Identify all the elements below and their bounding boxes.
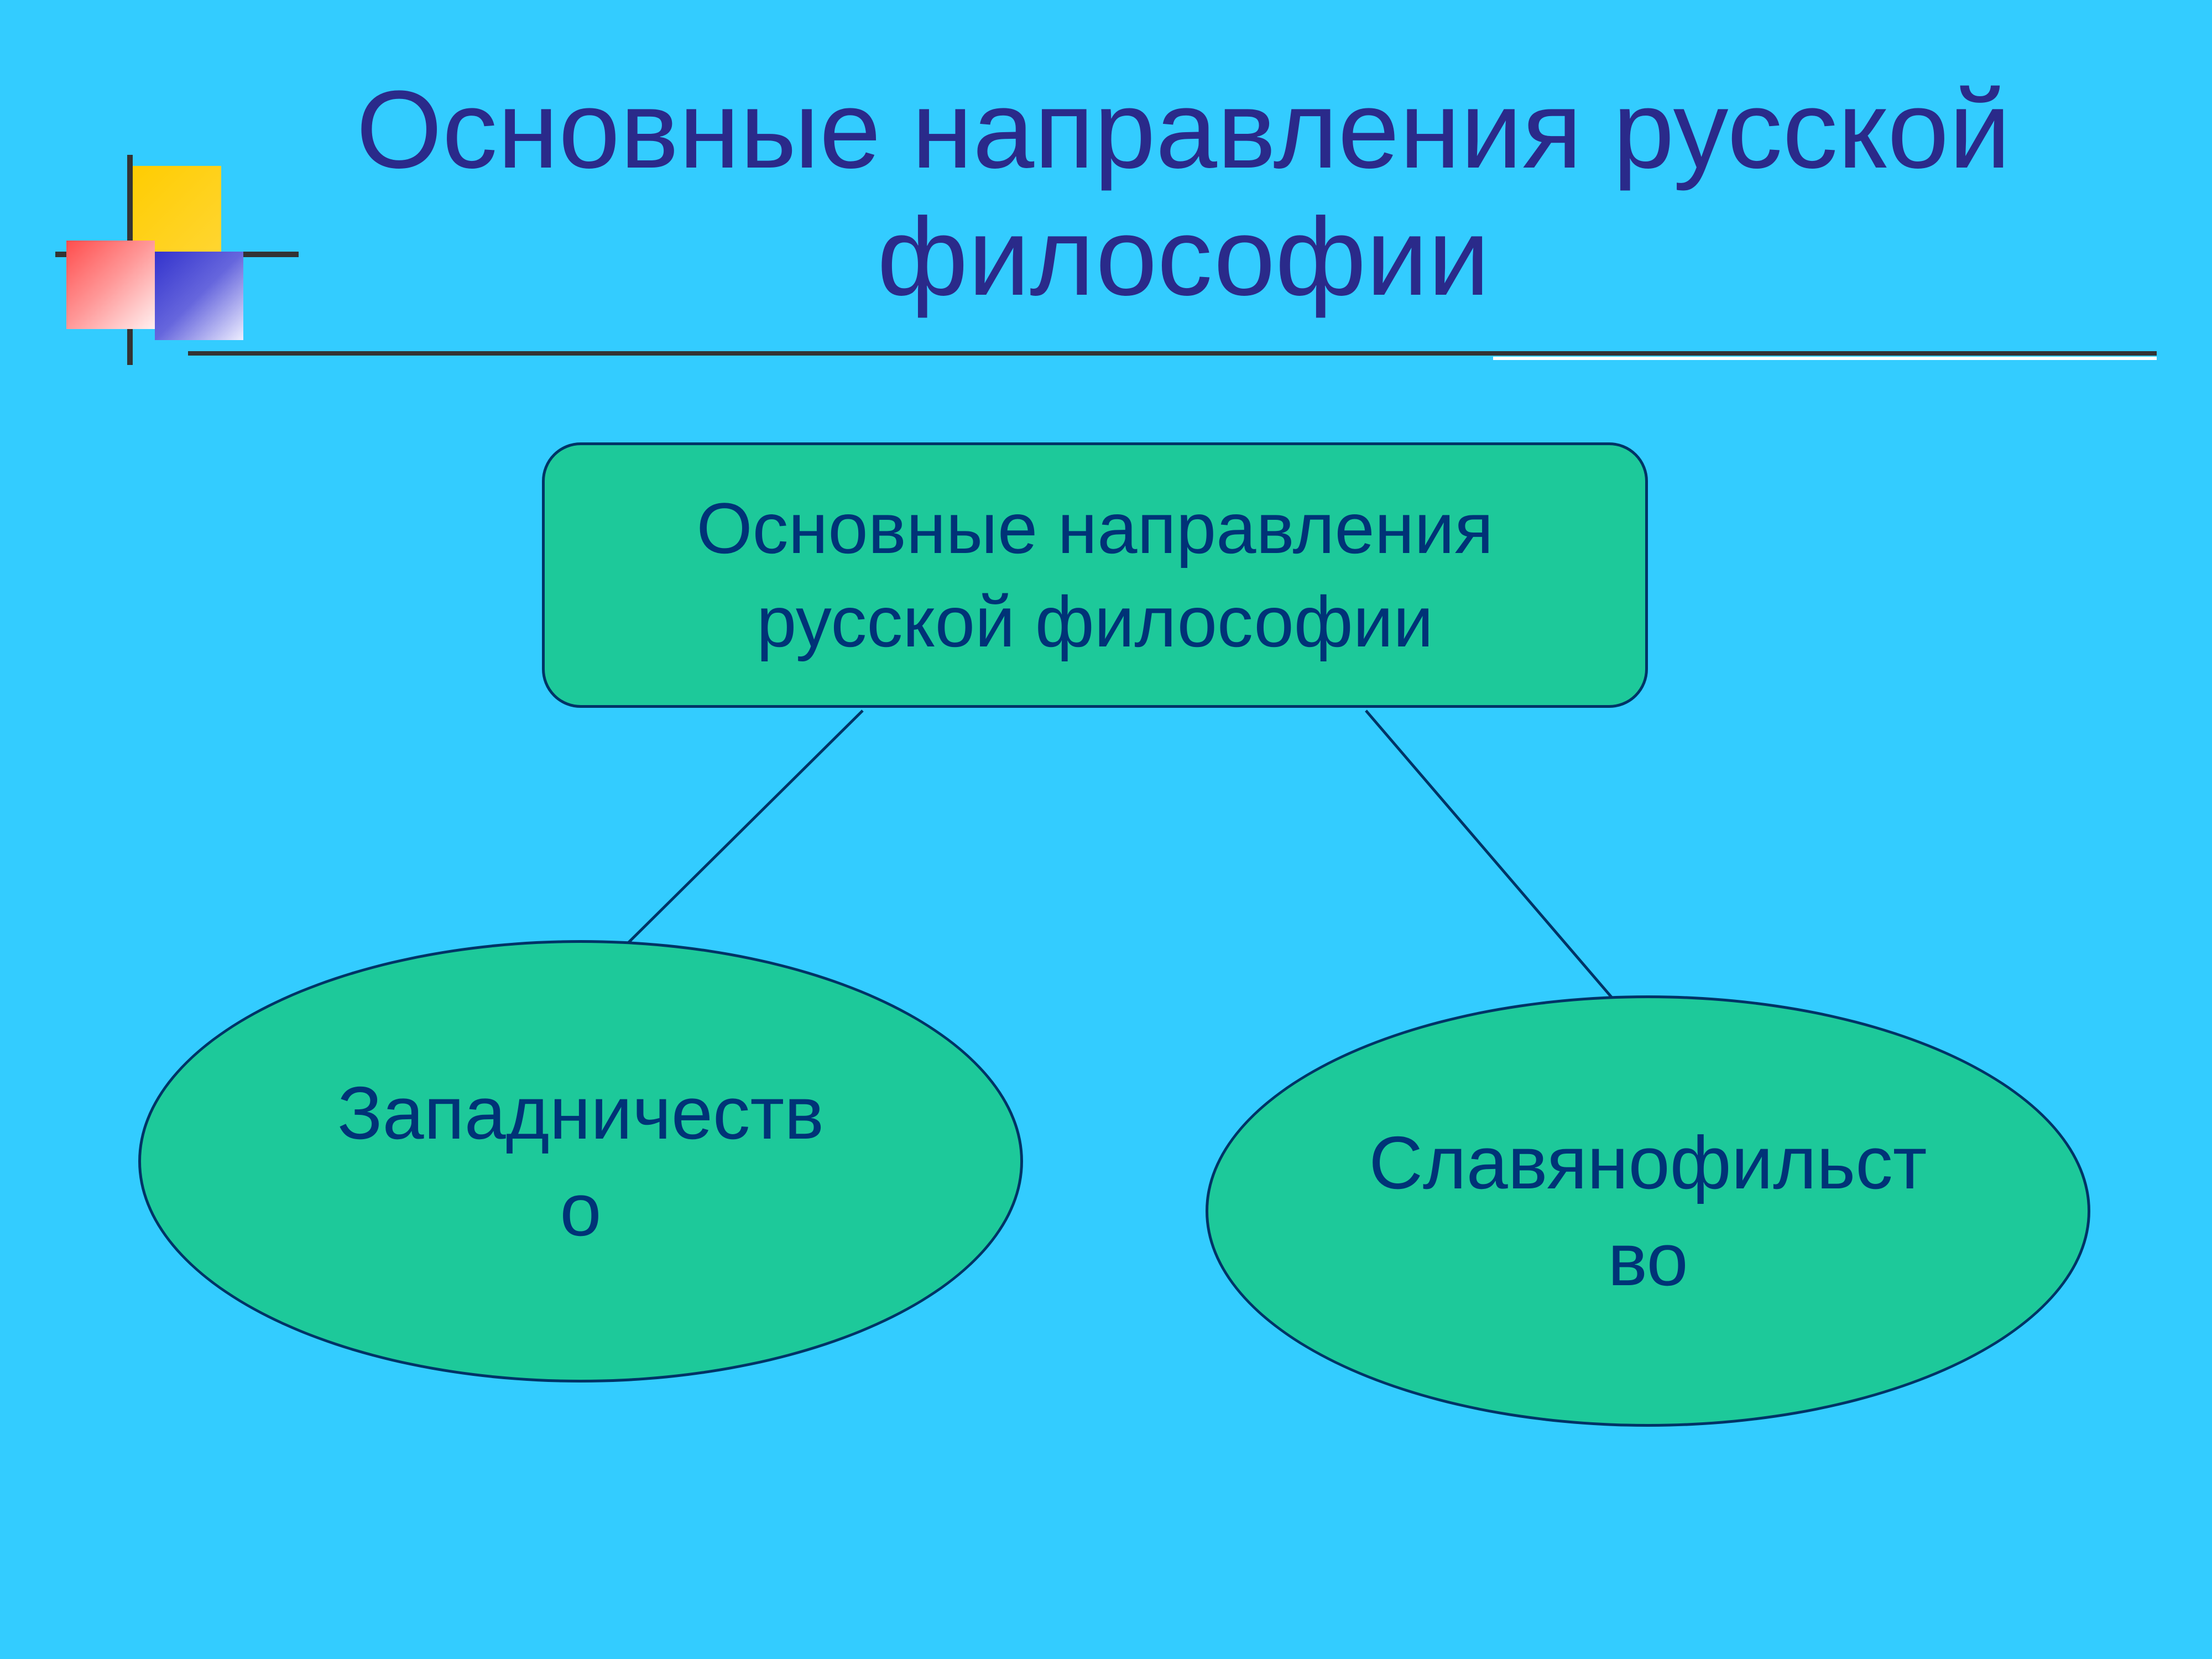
title-decoration [55,155,265,365]
decoration-square-blue [155,252,243,340]
slide-title: Основные направления русской философии [265,66,2101,321]
diagram-node-left-label: Западничество [337,1065,824,1259]
diagram-node-root: Основные направления русской философии [542,442,1648,708]
title-underline [188,351,2157,356]
edge-root-right [1366,711,1648,1040]
diagram-node-right: Славянофильство [1206,995,2090,1427]
diagram-node-right-label: Славянофильство [1369,1114,1927,1308]
diagram-node-left: Западничество [138,940,1023,1383]
diagram-node-root-label: Основные направления русской философии [572,482,1618,669]
decoration-square-red [66,241,155,329]
title-underline-accent [1493,357,2157,360]
